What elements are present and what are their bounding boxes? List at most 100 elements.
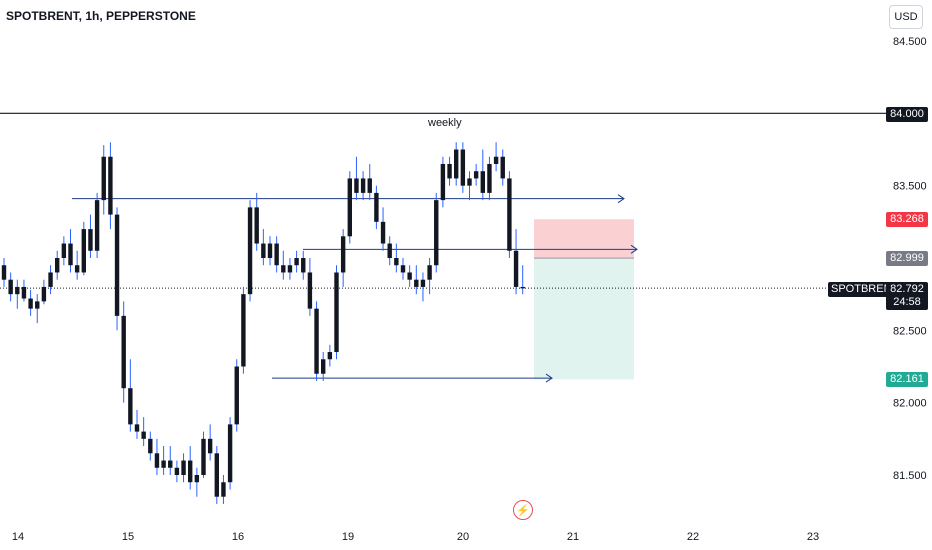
x-tick-label: 22	[687, 531, 699, 543]
candle-body-15	[101, 156, 106, 201]
lightning-icon[interactable]: ⚡	[513, 500, 533, 520]
candle-body-72	[480, 171, 485, 193]
candle-body-74	[493, 156, 499, 164]
candle-body-11	[74, 265, 80, 273]
candle-body-25	[168, 460, 173, 468]
candle-body-0	[1, 265, 7, 280]
candle-body-39	[261, 243, 266, 259]
candle-body-21	[141, 431, 146, 439]
x-tick-label: 21	[567, 531, 579, 543]
chart-title: SPOTBRENT, 1h, PEPPERSTONE	[6, 9, 196, 23]
entry-price-tag: 82.999	[886, 251, 928, 266]
candle-body-75	[500, 156, 505, 179]
x-tick-label: 16	[232, 531, 244, 543]
candle-body-3	[21, 286, 27, 299]
candle-body-62	[414, 279, 419, 287]
candle-body-8	[55, 258, 60, 273]
candle-body-57	[380, 221, 386, 244]
arrow-head-2	[630, 244, 638, 254]
candle-body-22	[148, 438, 153, 454]
y-tick-label: 81.500	[893, 470, 927, 482]
candle-body-52	[347, 178, 352, 237]
symbol-tag: SPOTBRENT	[828, 282, 902, 297]
candle-body-65	[434, 200, 439, 266]
x-tick-label: 19	[342, 531, 354, 543]
candle-body-42	[281, 265, 286, 273]
weekly-label: weekly	[428, 117, 462, 129]
candle-body-69	[460, 149, 466, 186]
candle-body-66	[440, 163, 446, 201]
y-tick-label: 84.500	[893, 36, 927, 48]
candle-body-46	[307, 272, 313, 309]
candle-body-73	[487, 163, 492, 193]
candle-body-60	[400, 265, 406, 273]
last-price-tag: 82.792 24:58	[886, 282, 928, 310]
candle-body-7	[48, 272, 53, 287]
candle-body-12	[81, 229, 86, 273]
candle-body-61	[407, 272, 412, 280]
candle-body-59	[394, 258, 399, 266]
candle-body-29	[194, 475, 200, 483]
candle-body-18	[121, 315, 126, 389]
candle-body-58	[387, 243, 392, 259]
candle-body-41	[274, 243, 279, 266]
candle-body-33	[221, 482, 226, 497]
candle-body-24	[161, 460, 166, 468]
candle-body-43	[287, 265, 293, 273]
candle-body-55	[367, 178, 372, 193]
candle-body-14	[94, 200, 100, 251]
candle-body-51	[340, 236, 346, 273]
candle-body-16	[108, 156, 113, 215]
candle-body-2	[15, 286, 20, 295]
candle-body-77	[513, 250, 519, 287]
y-tick-label: 82.000	[893, 398, 927, 410]
candle-body-5	[35, 301, 40, 309]
candle-body-78	[520, 286, 525, 289]
countdown: 24:58	[893, 296, 921, 308]
candle-body-56	[374, 192, 379, 222]
candle-body-34	[227, 424, 233, 483]
arrow-head-1	[617, 194, 625, 204]
candle-body-38	[254, 207, 259, 244]
candle-body-53	[354, 178, 359, 193]
candle-body-23	[154, 453, 160, 468]
candle-body-4	[28, 298, 33, 309]
candle-body-36	[241, 294, 246, 367]
candle-body-17	[114, 214, 120, 316]
candle-body-63	[420, 279, 426, 287]
candle-body-44	[294, 258, 299, 266]
candle-body-48	[321, 359, 326, 374]
currency-button[interactable]: USD	[889, 5, 923, 29]
candle-body-54	[360, 178, 366, 193]
stop-price-tag: 83.268	[886, 212, 928, 227]
candle-body-1	[8, 279, 13, 295]
arrow-head-3	[545, 373, 553, 383]
candle-body-50	[334, 272, 339, 353]
candle-body-76	[507, 178, 512, 251]
candle-body-49	[327, 352, 333, 360]
candle-body-37	[247, 207, 253, 295]
price-tag-84: 84.000	[886, 107, 928, 122]
candle-body-27	[181, 460, 186, 476]
target-price-tag: 82.161	[886, 372, 928, 387]
candle-body-68	[454, 149, 459, 179]
candle-body-32	[214, 453, 219, 497]
candle-body-40	[267, 243, 273, 259]
candle-body-71	[473, 171, 479, 179]
candle-body-13	[88, 229, 93, 251]
candle-body-31	[207, 438, 213, 454]
candle-body-9	[61, 243, 67, 259]
x-tick-label: 23	[807, 531, 819, 543]
y-tick-label: 83.500	[893, 181, 927, 193]
candle-body-30	[201, 438, 206, 476]
x-tick-label: 15	[122, 531, 134, 543]
last-price: 82.792	[890, 283, 924, 295]
candle-body-19	[128, 388, 133, 425]
candle-body-64	[427, 265, 432, 280]
x-tick-label: 14	[12, 531, 24, 543]
candle-body-6	[41, 286, 47, 302]
candle-body-26	[174, 467, 180, 476]
candle-body-10	[68, 243, 73, 266]
candle-body-20	[134, 424, 140, 432]
